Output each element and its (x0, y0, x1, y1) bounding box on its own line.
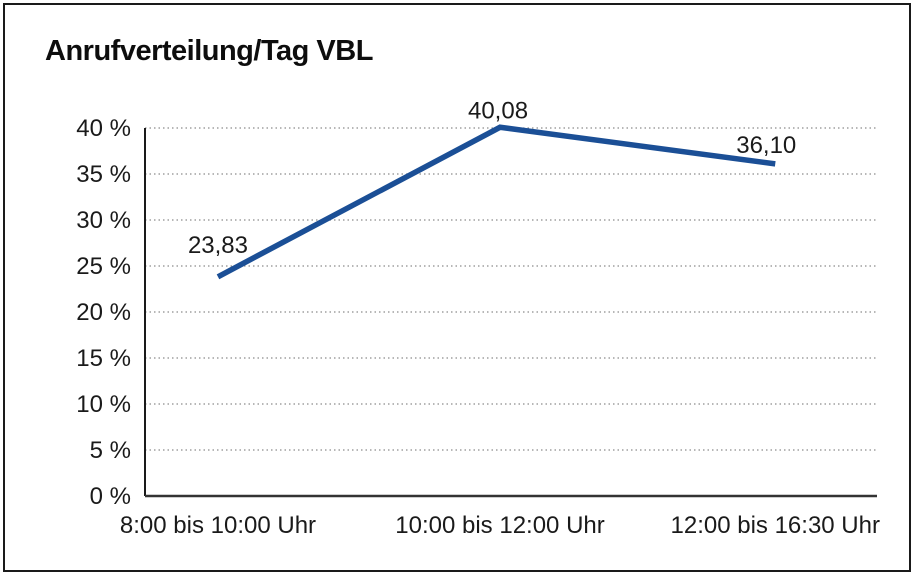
data-line (216, 124, 776, 280)
y-tick-label: 0 % (90, 483, 131, 510)
y-tick-label: 30 % (76, 207, 131, 234)
chart-frame: Anrufverteilung/Tag VBL 0 % 5 % 10 % 15 % 20… (3, 3, 911, 572)
data-label: 23,83 (188, 232, 248, 259)
line-chart: 0 % 5 % 10 % 15 % 20 % 25 % 30 % 35 % 40 % 8:00 b… (76, 97, 880, 539)
data-label: 40,08 (468, 97, 528, 124)
y-tick-label: 15 % (76, 345, 131, 372)
chart-title: Anrufverteilung/Tag VBL (45, 35, 373, 67)
data-label: 36,10 (736, 132, 796, 159)
x-category-label: 10:00 bis 12:00 Uhr (395, 512, 604, 539)
y-tick-label: 40 % (76, 115, 131, 142)
x-category-label: 8:00 bis 10:00 Uhr (120, 512, 316, 539)
y-tick-label: 35 % (76, 161, 131, 188)
y-tick-label: 20 % (76, 299, 131, 326)
y-tick-label: 5 % (90, 437, 131, 464)
x-category-label: 12:00 bis 16:30 Uhr (671, 512, 880, 539)
y-tick-label: 25 % (76, 253, 131, 280)
y-tick-label: 10 % (76, 391, 131, 418)
